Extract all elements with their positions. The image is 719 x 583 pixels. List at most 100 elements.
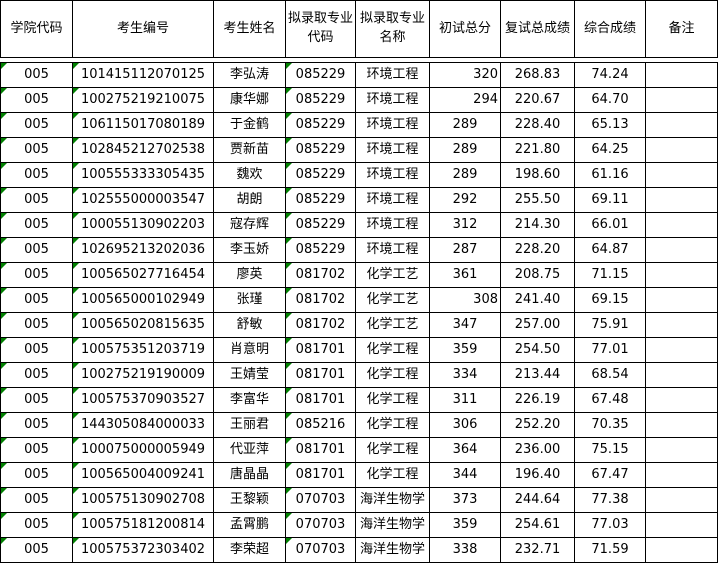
cell-candidate-name[interactable]: 李玉娇 — [213, 237, 286, 263]
cell-initial-score[interactable]: 338 — [429, 537, 501, 563]
cell-major-name[interactable]: 化学工艺 — [355, 312, 430, 338]
cell-overall-score[interactable]: 77.01 — [574, 337, 646, 363]
cell-major-name[interactable]: 海洋生物学 — [355, 537, 430, 563]
cell-college-code[interactable]: 005 — [0, 137, 73, 163]
cell-remark[interactable] — [645, 112, 718, 138]
cell-major-code[interactable]: 081701 — [285, 437, 356, 463]
cell-college-code[interactable]: 005 — [0, 162, 73, 188]
cell-initial-score[interactable]: 294 — [429, 87, 501, 113]
cell-retest-score[interactable]: 268.83 — [500, 62, 575, 88]
cell-candidate-name[interactable]: 李富华 — [213, 387, 286, 413]
cell-candidate-name[interactable]: 于金鹤 — [213, 112, 286, 138]
cell-college-code[interactable]: 005 — [0, 512, 73, 538]
cell-candidate-name[interactable]: 舒敏 — [213, 312, 286, 338]
cell-major-name[interactable]: 化学工艺 — [355, 287, 430, 313]
cell-overall-score[interactable]: 68.54 — [574, 362, 646, 388]
cell-college-code[interactable]: 005 — [0, 87, 73, 113]
cell-remark[interactable] — [645, 237, 718, 263]
cell-candidate-id[interactable]: 100555333305435 — [72, 162, 214, 188]
cell-initial-score[interactable]: 373 — [429, 487, 501, 513]
cell-overall-score[interactable]: 75.15 — [574, 437, 646, 463]
cell-candidate-name[interactable]: 肖意明 — [213, 337, 286, 363]
cell-candidate-name[interactable]: 王婧莹 — [213, 362, 286, 388]
cell-major-name[interactable]: 环境工程 — [355, 137, 430, 163]
cell-remark[interactable] — [645, 312, 718, 338]
cell-college-code[interactable]: 005 — [0, 262, 73, 288]
cell-candidate-id[interactable]: 144305084000033 — [72, 412, 214, 438]
cell-college-code[interactable]: 005 — [0, 237, 73, 263]
cell-major-name[interactable]: 海洋生物学 — [355, 487, 430, 513]
cell-remark[interactable] — [645, 62, 718, 88]
cell-candidate-name[interactable]: 王丽君 — [213, 412, 286, 438]
cell-remark[interactable] — [645, 187, 718, 213]
cell-initial-score[interactable]: 359 — [429, 337, 501, 363]
cell-overall-score[interactable]: 75.91 — [574, 312, 646, 338]
cell-major-code[interactable]: 070703 — [285, 487, 356, 513]
cell-candidate-name[interactable]: 代亚萍 — [213, 437, 286, 463]
cell-candidate-id[interactable]: 100565020815635 — [72, 312, 214, 338]
cell-retest-score[interactable]: 232.71 — [500, 537, 575, 563]
cell-college-code[interactable]: 005 — [0, 62, 73, 88]
cell-major-code[interactable]: 085229 — [285, 87, 356, 113]
cell-major-name[interactable]: 环境工程 — [355, 87, 430, 113]
cell-retest-score[interactable]: 214.30 — [500, 212, 575, 238]
cell-college-code[interactable]: 005 — [0, 287, 73, 313]
cell-major-code[interactable]: 081702 — [285, 312, 356, 338]
cell-candidate-id[interactable]: 100275219210075 — [72, 87, 214, 113]
cell-overall-score[interactable]: 71.59 — [574, 537, 646, 563]
cell-initial-score[interactable]: 334 — [429, 362, 501, 388]
cell-college-code[interactable]: 005 — [0, 112, 73, 138]
cell-candidate-id[interactable]: 100565027716454 — [72, 262, 214, 288]
column-header-remark[interactable]: 备注 — [645, 0, 718, 58]
cell-college-code[interactable]: 005 — [0, 462, 73, 488]
cell-college-code[interactable]: 005 — [0, 337, 73, 363]
cell-candidate-name[interactable]: 王黎颖 — [213, 487, 286, 513]
cell-major-name[interactable]: 化学工程 — [355, 437, 430, 463]
cell-college-code[interactable]: 005 — [0, 187, 73, 213]
cell-candidate-id[interactable]: 100075000005949 — [72, 437, 214, 463]
cell-initial-score[interactable]: 308 — [429, 287, 501, 313]
cell-college-code[interactable]: 005 — [0, 212, 73, 238]
cell-major-code[interactable]: 081702 — [285, 262, 356, 288]
cell-initial-score[interactable]: 287 — [429, 237, 501, 263]
cell-major-code[interactable]: 085229 — [285, 237, 356, 263]
cell-major-code[interactable]: 085216 — [285, 412, 356, 438]
cell-major-name[interactable]: 化学工程 — [355, 337, 430, 363]
cell-major-code[interactable]: 081701 — [285, 387, 356, 413]
cell-major-name[interactable]: 化学工程 — [355, 362, 430, 388]
cell-remark[interactable] — [645, 462, 718, 488]
cell-candidate-name[interactable]: 胡朗 — [213, 187, 286, 213]
cell-overall-score[interactable]: 69.11 — [574, 187, 646, 213]
cell-candidate-name[interactable]: 李荣超 — [213, 537, 286, 563]
cell-major-code[interactable]: 085229 — [285, 62, 356, 88]
cell-overall-score[interactable]: 74.24 — [574, 62, 646, 88]
cell-remark[interactable] — [645, 487, 718, 513]
cell-retest-score[interactable]: 228.20 — [500, 237, 575, 263]
cell-overall-score[interactable]: 70.35 — [574, 412, 646, 438]
column-header-overall-score[interactable]: 综合成绩 — [574, 0, 646, 58]
cell-retest-score[interactable]: 220.67 — [500, 87, 575, 113]
cell-retest-score[interactable]: 254.61 — [500, 512, 575, 538]
cell-candidate-name[interactable]: 贾新苗 — [213, 137, 286, 163]
cell-candidate-id[interactable]: 100565004009241 — [72, 462, 214, 488]
cell-initial-score[interactable]: 311 — [429, 387, 501, 413]
cell-retest-score[interactable]: 213.44 — [500, 362, 575, 388]
cell-major-code[interactable]: 085229 — [285, 112, 356, 138]
cell-remark[interactable] — [645, 162, 718, 188]
cell-candidate-name[interactable]: 唐晶晶 — [213, 462, 286, 488]
cell-remark[interactable] — [645, 362, 718, 388]
cell-major-code[interactable]: 085229 — [285, 162, 356, 188]
cell-candidate-name[interactable]: 康华娜 — [213, 87, 286, 113]
cell-major-name[interactable]: 环境工程 — [355, 187, 430, 213]
cell-major-code[interactable]: 085229 — [285, 187, 356, 213]
column-header-candidate-name[interactable]: 考生姓名 — [213, 0, 286, 58]
cell-overall-score[interactable]: 64.25 — [574, 137, 646, 163]
cell-major-name[interactable]: 化学工艺 — [355, 262, 430, 288]
cell-candidate-name[interactable]: 寇存辉 — [213, 212, 286, 238]
column-header-major-code[interactable]: 拟录取专业代码 — [285, 0, 356, 58]
cell-initial-score[interactable]: 361 — [429, 262, 501, 288]
cell-initial-score[interactable]: 359 — [429, 512, 501, 538]
cell-major-name[interactable]: 化学工程 — [355, 462, 430, 488]
cell-remark[interactable] — [645, 137, 718, 163]
cell-retest-score[interactable]: 244.64 — [500, 487, 575, 513]
